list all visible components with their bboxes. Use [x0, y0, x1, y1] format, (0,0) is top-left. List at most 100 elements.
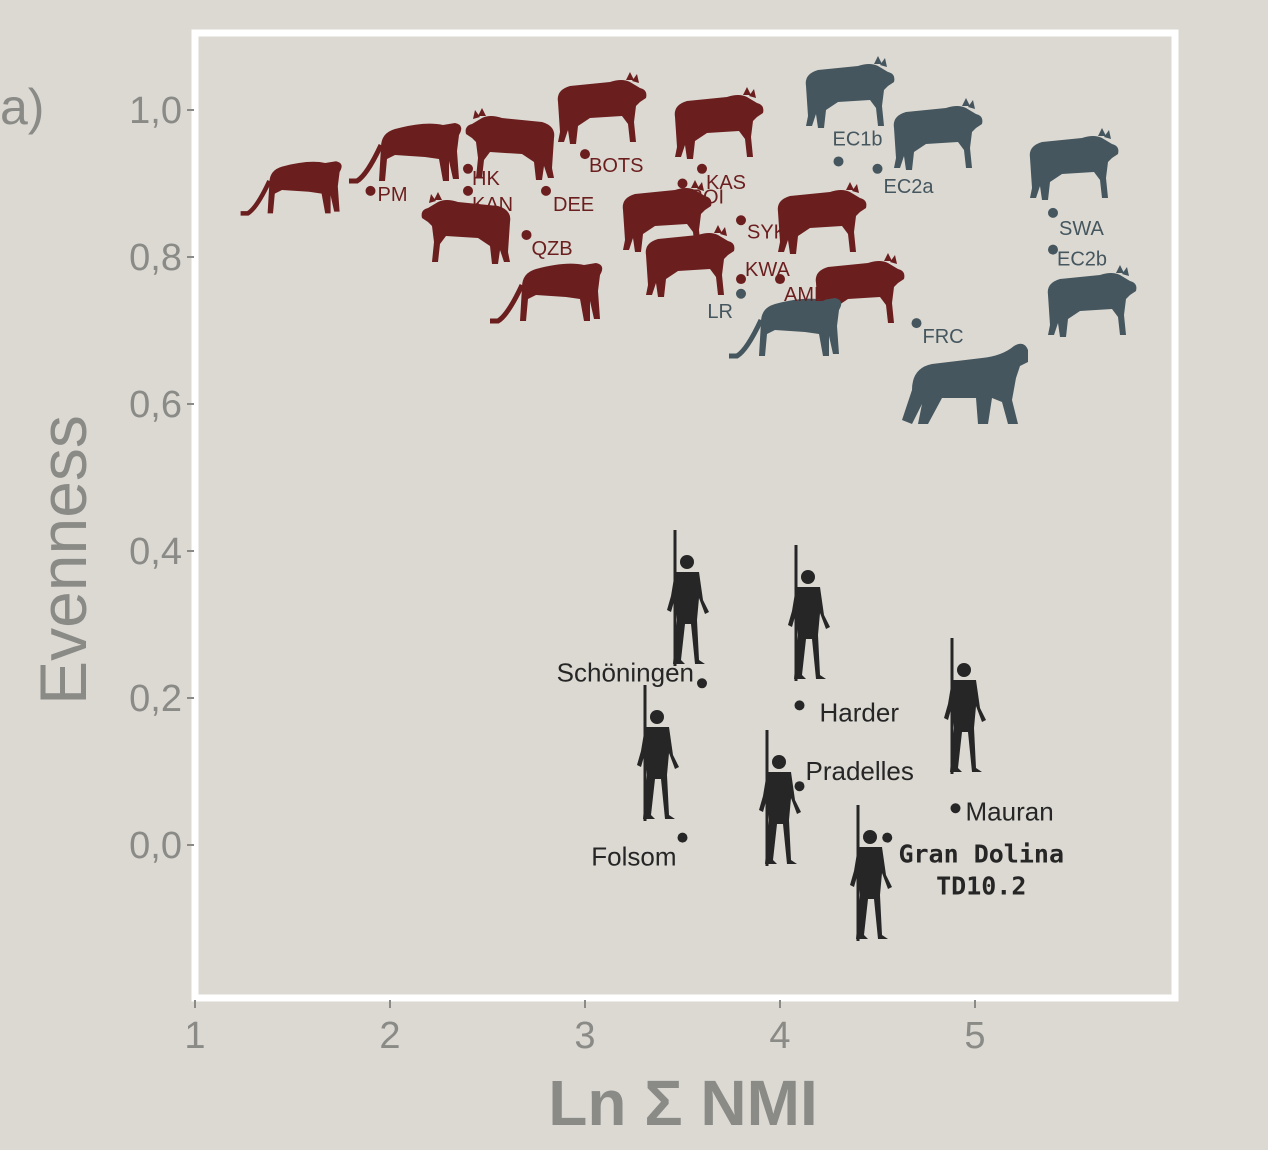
point-label: SWA: [1059, 218, 1104, 240]
hyena-body: [815, 261, 905, 325]
point-label: FRC: [923, 326, 964, 348]
plot-frame: [191, 29, 1179, 1002]
hyena-silhouette: [805, 56, 895, 128]
point-label: KAN: [472, 194, 513, 216]
data-point[interactable]: [882, 832, 893, 843]
cat-silhouette: [349, 123, 462, 184]
hyena-body: [777, 190, 867, 254]
point-label: DEE: [553, 194, 594, 216]
point-label: EC1b: [833, 128, 883, 150]
cat-tail: [349, 143, 384, 184]
data-point[interactable]: [1048, 207, 1058, 218]
data-point[interactable]: [872, 163, 883, 174]
panel-label: a): [0, 79, 45, 135]
hunter-body: [759, 772, 801, 864]
data-point[interactable]: [541, 185, 551, 196]
y-axis: 0,0 0,2 0,4 0,6 0,8 1,0: [129, 90, 194, 867]
data-point[interactable]: [736, 274, 746, 285]
hunter-body: [944, 680, 986, 772]
hyena-silhouette: [893, 98, 983, 170]
x-tick-label: 3: [574, 1015, 595, 1057]
data-point[interactable]: [463, 163, 473, 174]
y-tick-label: 0,2: [129, 678, 182, 720]
hyena-silhouette: [674, 87, 764, 159]
cat-silhouette: [240, 161, 342, 216]
cat-body: [759, 298, 842, 356]
hyena-ears: [846, 182, 859, 193]
series-carnivore-blue: EC1b EC2a SWA EC2b LR FRC: [707, 128, 1107, 348]
data-point[interactable]: [463, 185, 473, 196]
cat-silhouette: [729, 298, 842, 359]
hunter-head: [772, 755, 786, 769]
hyena-silhouette: [777, 182, 867, 254]
hyena-body: [645, 233, 735, 297]
cat-body: [520, 263, 603, 321]
point-label: Schöningen: [557, 657, 694, 687]
point-label: QZB: [532, 238, 573, 260]
y-tick-label: 0,4: [129, 531, 182, 573]
data-point[interactable]: [794, 700, 805, 711]
point-label: ROI: [689, 187, 725, 209]
hyena-ears: [874, 56, 887, 67]
data-point[interactable]: [833, 156, 844, 167]
y-tick-label: 0,0: [129, 825, 182, 867]
cat-silhouette: [490, 263, 603, 324]
data-point[interactable]: [736, 215, 746, 226]
data-point[interactable]: [365, 185, 376, 196]
hyena-ears: [473, 108, 486, 119]
data-point[interactable]: [950, 803, 961, 814]
cat-tail: [729, 318, 764, 359]
data-point[interactable]: [697, 163, 707, 174]
hyena-body: [557, 80, 647, 144]
data-point[interactable]: [1048, 244, 1058, 255]
silhouettes: [240, 56, 1137, 941]
hyena-body: [1047, 273, 1137, 337]
point-label: BOTS: [589, 155, 643, 177]
hunter-head: [863, 830, 877, 844]
hyena-body: [1029, 136, 1119, 200]
hunter-head: [801, 570, 815, 584]
data-point[interactable]: [521, 229, 532, 240]
hyena-ears: [691, 180, 704, 191]
hyena-silhouette: [1047, 265, 1137, 337]
point-label: SYK: [747, 221, 788, 243]
hunter-silhouette: [788, 545, 830, 681]
data-point[interactable]: [794, 781, 805, 792]
hunter-head: [680, 555, 694, 569]
x-tick-label: 4: [769, 1015, 790, 1057]
data-point[interactable]: [580, 149, 590, 160]
data-point[interactable]: [697, 678, 707, 689]
hyena-ears: [1116, 265, 1129, 276]
x-tick-label: 5: [964, 1015, 985, 1057]
data-point[interactable]: [677, 178, 688, 189]
point-label: AMB: [784, 284, 827, 306]
hyena-ears: [626, 72, 639, 83]
data-point[interactable]: [736, 288, 746, 299]
point-label: HK: [472, 168, 500, 190]
y-tick-label: 1,0: [129, 90, 182, 132]
data-point[interactable]: [911, 318, 922, 329]
point-label: EC2a: [884, 176, 935, 198]
point-label: Mauran: [966, 796, 1054, 826]
point-label: Harder: [820, 697, 900, 727]
x-tick-label: 2: [379, 1015, 400, 1057]
hyena-body: [622, 188, 712, 252]
hunter-silhouette: [759, 730, 801, 866]
hunter-body: [667, 572, 709, 664]
hyena-body: [421, 200, 511, 264]
sabertooth-silhouette: [902, 343, 1028, 424]
hyena-body: [805, 64, 895, 128]
point-label: LR: [707, 301, 733, 323]
x-tick-label: 1: [184, 1015, 205, 1057]
point-label: TD10.2: [936, 872, 1026, 901]
data-point[interactable]: [775, 274, 785, 285]
data-point[interactable]: [677, 832, 688, 843]
series-human: Schöningen Harder Pradelles Mauran Folsom Gra…: [557, 657, 1064, 900]
hunter-body: [637, 727, 679, 819]
hyena-silhouette: [645, 225, 735, 297]
hunter-silhouette: [850, 805, 892, 941]
hyena-ears: [429, 192, 442, 203]
y-axis-title: Evenness: [26, 415, 100, 705]
